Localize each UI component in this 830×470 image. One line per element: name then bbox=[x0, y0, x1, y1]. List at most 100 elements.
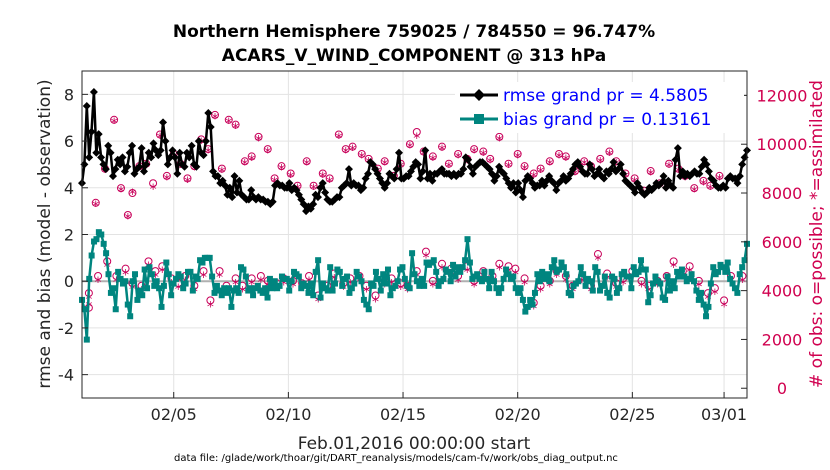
obs-possible-point bbox=[91, 198, 100, 207]
y-tick-label: -4 bbox=[58, 366, 74, 385]
rmse-point bbox=[609, 158, 618, 167]
bias-point bbox=[599, 282, 606, 289]
obs-possible-point bbox=[256, 271, 265, 280]
bias-point bbox=[531, 289, 538, 296]
obs-possible-point bbox=[486, 154, 495, 163]
bias-point bbox=[163, 259, 170, 266]
rmse-point bbox=[137, 144, 146, 153]
rmse-point bbox=[418, 167, 427, 176]
y-tick-label: 4 bbox=[64, 179, 74, 198]
bias-point bbox=[225, 285, 232, 292]
y2-axis-label: # of obs: o=possible; *=assimilated bbox=[807, 80, 827, 388]
bias-point bbox=[88, 252, 95, 259]
obs-possible-point bbox=[286, 169, 295, 178]
obs-assimilated-point: * bbox=[471, 146, 478, 162]
rmse-point bbox=[673, 144, 682, 153]
bias-point bbox=[182, 280, 189, 287]
bias-point bbox=[690, 278, 697, 285]
obs-assimilated-point: * bbox=[413, 131, 420, 147]
obs-assimilated-point: * bbox=[572, 167, 579, 183]
bias-point bbox=[194, 275, 201, 282]
rmse-point bbox=[518, 193, 527, 202]
obs-assimilated-point: * bbox=[342, 146, 349, 162]
bias-point bbox=[539, 268, 546, 275]
obs-assimilated-point: * bbox=[191, 163, 198, 179]
bias-point bbox=[664, 273, 671, 280]
obs-possible-point bbox=[217, 164, 226, 173]
bias-point bbox=[276, 282, 283, 289]
bias-point bbox=[652, 273, 659, 280]
obs-assimilated-point: * bbox=[553, 270, 560, 286]
rmse-point bbox=[421, 146, 430, 155]
bias-point bbox=[266, 275, 273, 282]
bias-point bbox=[264, 294, 271, 301]
bias-point bbox=[247, 285, 254, 292]
y-tick-label: 8 bbox=[64, 85, 74, 104]
bias-point bbox=[440, 275, 447, 282]
rmse-point bbox=[92, 148, 101, 157]
rmse-point bbox=[94, 130, 103, 139]
obs-assimilated-point: * bbox=[216, 270, 223, 286]
bias-point bbox=[401, 275, 408, 282]
obs-possible-point bbox=[211, 110, 219, 119]
obs-assimilated-point: * bbox=[530, 302, 537, 318]
bias-point bbox=[671, 285, 678, 292]
x-tick-label: 02/15 bbox=[380, 405, 426, 424]
obs-assimilated-point: * bbox=[521, 163, 528, 179]
obs-assimilated-point: * bbox=[606, 148, 613, 164]
bias-point bbox=[360, 296, 367, 303]
obs-possible-point bbox=[183, 174, 192, 183]
obs-assimilated-point: * bbox=[739, 275, 746, 291]
bias-point bbox=[512, 285, 519, 292]
obs-possible-point bbox=[637, 276, 646, 285]
bias-point bbox=[558, 259, 565, 266]
bias-point bbox=[421, 282, 428, 289]
rmse-series bbox=[78, 88, 751, 216]
obs-assimilated-point: * bbox=[675, 165, 682, 181]
rmse-point bbox=[583, 169, 592, 178]
obs-assimilated-point: * bbox=[445, 160, 452, 176]
rmse-point bbox=[149, 139, 158, 148]
bias-point bbox=[478, 278, 485, 285]
bias-point bbox=[153, 278, 160, 285]
rmse-point bbox=[552, 186, 561, 195]
rmse-point bbox=[702, 160, 711, 169]
bias-point bbox=[642, 266, 649, 273]
obs-possible-point bbox=[309, 181, 318, 190]
legend: rmse grand pr = 4.5805 bias grand pr = 0… bbox=[455, 82, 744, 133]
obs-assimilated-point: * bbox=[152, 270, 159, 286]
obs-possible-point bbox=[520, 162, 529, 171]
bias-point bbox=[177, 273, 184, 280]
bias-point bbox=[495, 289, 502, 296]
obs-assimilated-point: * bbox=[654, 280, 661, 296]
obs-assimilated-point: * bbox=[638, 280, 645, 296]
obs-assimilated-point: * bbox=[439, 263, 446, 279]
obs-possible-point bbox=[263, 145, 272, 154]
obs-possible-point bbox=[380, 157, 389, 166]
obs-assimilated-point: * bbox=[315, 294, 322, 310]
bias-point bbox=[134, 296, 141, 303]
obs-possible-point bbox=[240, 157, 249, 166]
bias-point bbox=[739, 264, 746, 271]
rmse-point bbox=[414, 160, 423, 169]
bias-point bbox=[606, 294, 613, 301]
rmse-point bbox=[166, 153, 175, 162]
obs-possible-point bbox=[685, 262, 694, 271]
bias-point bbox=[435, 282, 442, 289]
bias-point bbox=[686, 275, 693, 282]
bias-point bbox=[635, 268, 642, 275]
bias-point bbox=[409, 250, 416, 257]
bias-point bbox=[541, 275, 548, 282]
bias-point bbox=[199, 259, 206, 266]
obs-assimilated-point: * bbox=[496, 263, 503, 279]
rmse-point bbox=[101, 165, 110, 174]
rmse-point bbox=[168, 146, 177, 155]
bias-point bbox=[110, 285, 117, 292]
rmse-point bbox=[135, 162, 144, 171]
rmse-point bbox=[163, 160, 172, 169]
obs-possible-point bbox=[341, 145, 350, 154]
obs-possible-point bbox=[720, 296, 729, 305]
rmse-point bbox=[175, 148, 184, 157]
bias-point bbox=[551, 257, 558, 264]
bias-point bbox=[406, 285, 413, 292]
